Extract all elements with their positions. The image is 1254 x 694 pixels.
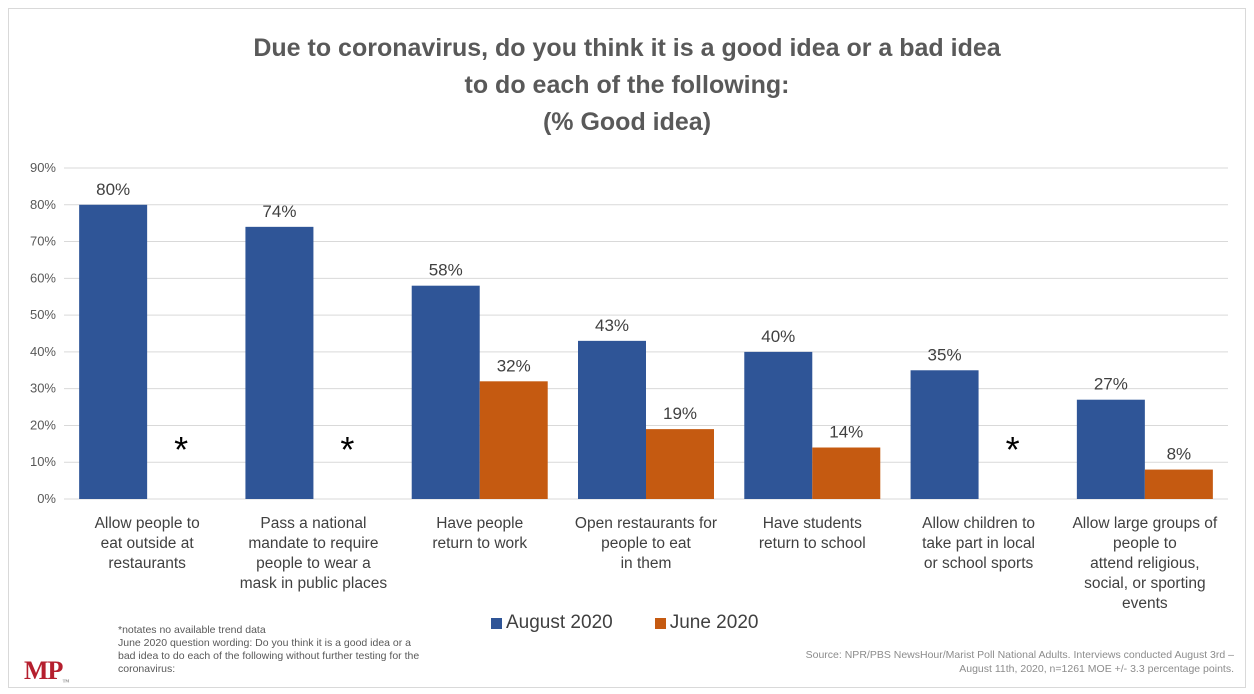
no-data-marker: * [340, 429, 354, 470]
legend-label-june: June 2020 [669, 612, 759, 633]
legend-item-august: August 2020 [491, 612, 613, 634]
y-tick-label: 70% [30, 234, 56, 249]
footnote-june-wording: June 2020 question wording: Do you think… [118, 637, 420, 675]
x-category-label: attend religious, [1090, 555, 1199, 572]
legend-swatch-august [491, 617, 502, 629]
data-label: 58% [429, 261, 463, 280]
chart-title: Due to coronavirus, do you think it is a… [0, 30, 1254, 141]
data-label: 27% [1094, 375, 1128, 394]
data-label: 74% [262, 202, 296, 221]
x-category-label: in them [621, 555, 672, 572]
bar-august [910, 370, 979, 499]
x-category-label: mandate to require [248, 535, 378, 552]
x-category-label: people to [1113, 535, 1177, 552]
bar-august [411, 285, 480, 499]
data-label: 8% [1167, 445, 1192, 464]
bar-june [1144, 469, 1213, 499]
x-category-label: Open restaurants for [575, 515, 717, 532]
bar-june [812, 447, 881, 499]
bar-august [245, 226, 314, 499]
bar-june [479, 381, 548, 499]
x-category-label: Have people [436, 515, 523, 532]
x-category-label: take part in local [922, 535, 1035, 552]
x-category-label: or school sports [924, 555, 1034, 572]
x-category-label: return to school [759, 535, 866, 552]
legend-label-august: August 2020 [506, 612, 613, 633]
x-category-label: social, or sporting [1084, 575, 1205, 592]
x-category-label: Allow large groups of [1072, 515, 1217, 532]
legend-swatch-june [654, 617, 666, 629]
y-tick-label: 30% [30, 381, 56, 396]
marist-poll-logo: MP™ [24, 656, 69, 686]
bar-june [646, 429, 714, 499]
data-label: 80% [96, 180, 130, 199]
y-tick-label: 0% [37, 491, 56, 506]
bar-august [744, 351, 813, 499]
x-category-label: return to work [432, 535, 527, 552]
title-line-3: (% Good idea) [542, 108, 712, 136]
data-label: 40% [761, 327, 795, 346]
x-category-label: people to eat [601, 535, 691, 552]
bar-august [1076, 399, 1145, 499]
chart-frame [8, 8, 1246, 688]
title-line-2: to do each of the following: [464, 71, 790, 99]
y-tick-label: 80% [30, 197, 56, 212]
title-line-1: Due to coronavirus, do you think it is a… [253, 34, 1001, 62]
x-category-label: people to wear a [256, 555, 371, 572]
x-category-label: Allow children to [922, 515, 1035, 532]
logo-trademark: ™ [62, 678, 69, 686]
data-label: 32% [497, 356, 531, 375]
y-tick-label: 50% [30, 307, 56, 322]
data-label: 35% [928, 345, 962, 364]
bar-august [79, 204, 148, 499]
data-label: 43% [595, 316, 629, 335]
footnotes: *notates no available trend data June 20… [118, 624, 428, 676]
x-category-label: Have students [763, 515, 862, 532]
y-tick-label: 90% [30, 160, 56, 175]
bar-august [578, 340, 646, 499]
legend: August 2020 June 2020 [491, 612, 758, 634]
no-data-marker: * [1006, 429, 1020, 470]
data-label: 14% [829, 423, 863, 442]
y-tick-label: 60% [30, 270, 56, 285]
data-label: 19% [663, 404, 697, 423]
x-category-label: events [1122, 595, 1168, 612]
x-category-label: Pass a national [260, 515, 366, 532]
legend-item-june: June 2020 [654, 612, 759, 634]
y-tick-label: 10% [30, 454, 56, 469]
logo-text: MP [24, 656, 63, 685]
x-category-label: eat outside at [101, 535, 195, 552]
footnote-asterisk: *notates no available trend data [118, 624, 266, 636]
x-category-label: restaurants [108, 555, 186, 572]
no-data-marker: * [174, 429, 188, 470]
source-note: Source: NPR/PBS NewsHour/Marist Poll Nat… [805, 649, 1234, 675]
x-category-label: mask in public places [240, 575, 388, 592]
y-tick-label: 20% [30, 417, 56, 432]
x-category-label: Allow people to [95, 515, 200, 532]
y-tick-label: 40% [30, 344, 56, 359]
